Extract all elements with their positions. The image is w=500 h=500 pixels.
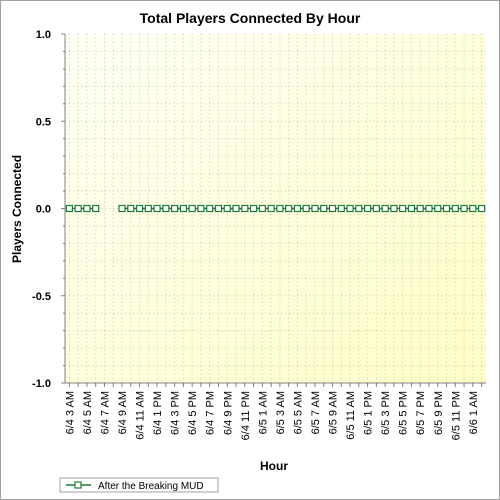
data-point — [399, 204, 407, 213]
y-tick-label: -0.5 — [32, 291, 51, 303]
x-tick-label: 6/6 1 AM — [468, 391, 480, 434]
y-tick-label: 1.0 — [36, 29, 51, 41]
x-tick-label: 6/5 3 AM — [275, 391, 287, 434]
data-point — [171, 204, 179, 213]
data-point — [285, 204, 293, 213]
x-tick-label: 6/5 11 AM — [345, 391, 357, 440]
x-tick-label: 6/5 7 AM — [310, 391, 322, 434]
data-point — [65, 204, 73, 213]
data-point — [372, 204, 380, 213]
data-point — [135, 204, 144, 213]
x-tick-label: 6/4 9 AM — [117, 391, 129, 434]
data-point — [425, 204, 433, 213]
data-point — [328, 204, 337, 213]
data-point — [451, 204, 459, 213]
data-point — [197, 204, 205, 213]
y-tick-label: -1.0 — [32, 378, 51, 390]
x-tick-label: 6/5 5 PM — [398, 391, 410, 435]
data-point — [320, 204, 328, 213]
data-point — [127, 204, 135, 213]
x-tick-label: 6/5 1 PM — [363, 391, 375, 435]
data-point — [118, 204, 126, 213]
x-tick-label: 6/4 7 PM — [205, 391, 217, 435]
x-tick-label: 6/5 11 PM — [450, 391, 462, 440]
x-tick-label: 6/5 5 AM — [292, 391, 304, 434]
data-point — [337, 204, 345, 213]
data-point — [416, 204, 424, 213]
data-point — [258, 204, 266, 213]
data-point — [407, 204, 416, 213]
data-point — [153, 204, 161, 213]
data-point — [363, 204, 372, 213]
data-point — [390, 204, 398, 213]
data-point — [293, 204, 302, 213]
x-axis: 6/4 3 AM 6/4 5 AM 6/4 7 AM 6/4 9 AM 6/4 11 A… — [64, 382, 486, 440]
x-tick-label: 6/5 3 PM — [380, 391, 392, 435]
x-tick-label: 6/4 11 AM — [135, 391, 147, 440]
data-point — [442, 204, 451, 213]
data-point — [434, 204, 442, 213]
data-point — [74, 204, 82, 213]
y-axis-title: Players Connected — [10, 155, 24, 263]
x-tick-label: 6/4 11 PM — [240, 391, 252, 440]
y-tick-label: 0.5 — [36, 116, 51, 128]
data-point — [267, 204, 275, 213]
data-point — [469, 204, 477, 213]
data-point — [381, 204, 389, 213]
data-point — [162, 204, 170, 213]
data-point — [144, 204, 152, 213]
data-point — [311, 204, 319, 213]
legend-marker-swatch — [74, 481, 82, 489]
data-point — [188, 204, 196, 213]
data-point — [346, 204, 354, 213]
x-tick-label: 6/4 7 AM — [99, 391, 111, 434]
data-point — [276, 204, 284, 213]
x-tick-label: 6/5 9 AM — [328, 391, 340, 434]
y-axis: 1.0 0.5 0.0 -0.5 -1.0 — [32, 29, 66, 390]
data-point — [302, 204, 310, 213]
data-point — [214, 204, 223, 213]
data-point — [223, 204, 231, 213]
data-point — [460, 204, 468, 213]
data-point — [478, 204, 486, 213]
x-tick-label: 6/5 9 PM — [433, 391, 445, 435]
data-point — [206, 204, 214, 213]
data-point — [83, 204, 91, 213]
x-tick-label: 6/4 1 PM — [152, 391, 164, 435]
x-tick-label: 6/4 3 AM — [64, 391, 76, 434]
x-axis-title: Hour — [260, 459, 288, 473]
x-tick-label: 6/4 5 AM — [82, 391, 94, 434]
data-point — [249, 204, 258, 213]
data-point — [179, 204, 188, 213]
legend-label: After the Breaking MUD — [98, 481, 204, 492]
x-tick-label: 6/4 3 PM — [170, 391, 182, 435]
data-point — [355, 204, 363, 213]
x-tick-label: 6/5 1 AM — [257, 391, 269, 434]
chart-title: Total Players Connected By Hour — [140, 10, 361, 26]
x-tick-label: 6/4 9 PM — [222, 391, 234, 435]
x-tick-label: 6/5 7 PM — [415, 391, 427, 435]
legend-box — [59, 477, 219, 493]
legend: After the Breaking MUD — [59, 477, 219, 493]
data-point — [92, 204, 100, 213]
y-tick-label: 0.0 — [36, 204, 51, 216]
data-point — [232, 204, 240, 213]
x-tick-label: 6/4 5 PM — [187, 391, 199, 435]
data-point — [241, 204, 249, 213]
series-layer — [65, 204, 486, 213]
